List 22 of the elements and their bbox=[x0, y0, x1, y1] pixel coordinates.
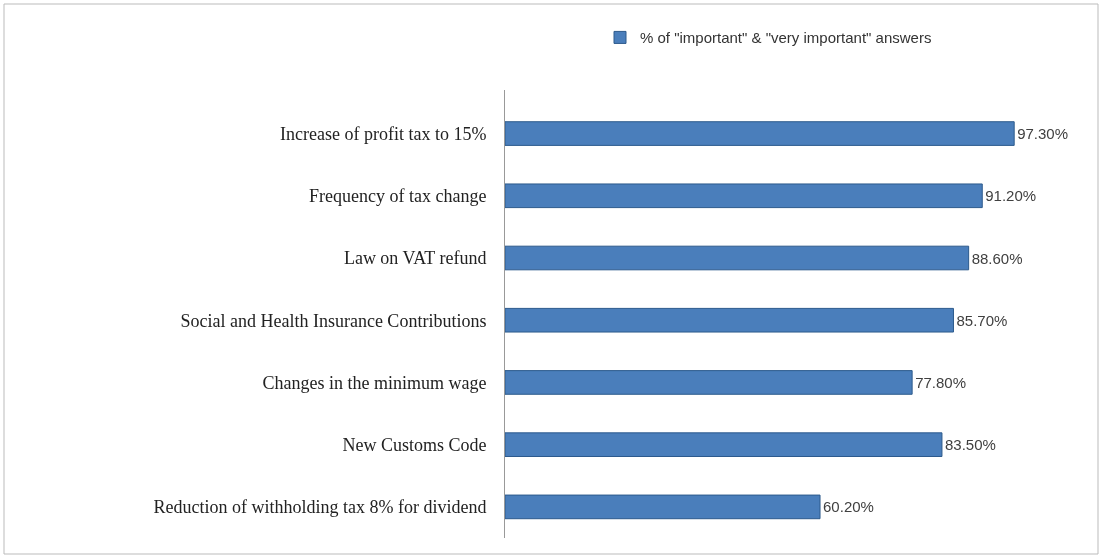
data-label: 77.80% bbox=[915, 373, 967, 391]
y-tick-label: Frequency of tax change bbox=[308, 186, 487, 207]
y-tick-label: New Customs Code bbox=[342, 434, 487, 455]
data-label: 88.60% bbox=[971, 249, 1023, 267]
data-label: 60.20% bbox=[823, 498, 874, 516]
data-label: 91.20% bbox=[985, 187, 1037, 205]
bar bbox=[505, 370, 913, 395]
y-tick-label: Changes in the minimum wage bbox=[262, 372, 487, 393]
y-tick-label: Social and Health Insurance Contributions bbox=[180, 310, 487, 331]
data-label: 85.70% bbox=[956, 311, 1008, 329]
bar bbox=[505, 121, 1015, 146]
bar bbox=[505, 183, 983, 209]
data-label: 97.30% bbox=[1017, 125, 1069, 143]
bar bbox=[505, 307, 954, 333]
bar bbox=[505, 245, 970, 271]
y-tick-label: Reduction of withholding tax 8% for dividend bbox=[153, 497, 487, 518]
bar bbox=[505, 494, 821, 520]
y-tick-label: Increase of profit tax to 15% bbox=[279, 123, 487, 144]
bar bbox=[505, 432, 943, 457]
y-tick-label: Law on VAT refund bbox=[343, 248, 487, 269]
data-label: 83.50% bbox=[944, 436, 996, 454]
legend-label: % of "important" & "very important" answers bbox=[640, 29, 932, 47]
